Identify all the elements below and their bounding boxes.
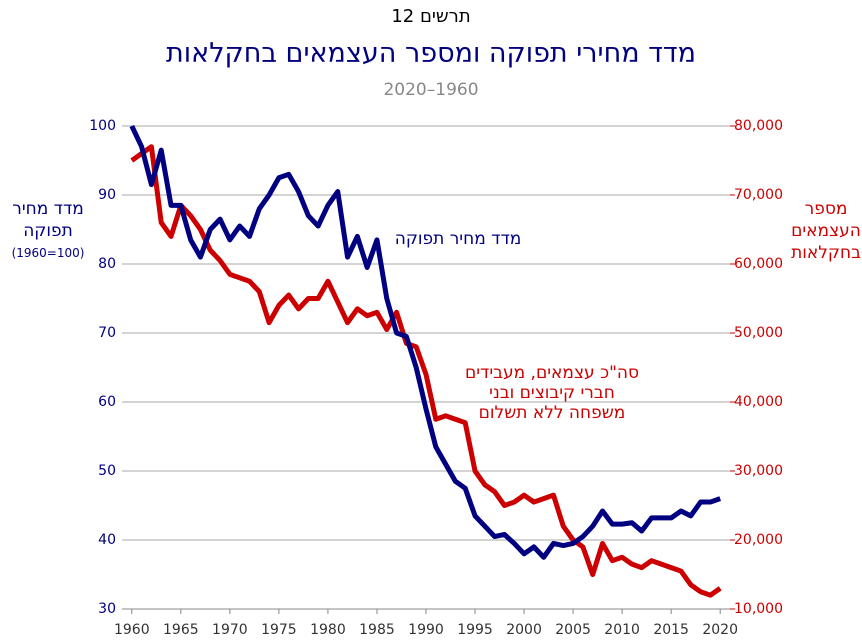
y-axis-label: מדד מחיר תפוקה (1960=100) bbox=[12, 198, 85, 264]
y2-tick-label: 80,000 bbox=[734, 118, 783, 134]
y2-axis-label-line: העצמאים bbox=[791, 221, 861, 241]
x-tick-label: 2000 bbox=[506, 622, 542, 638]
x-tick-label: 1965 bbox=[163, 622, 199, 638]
x-tick-label: 1975 bbox=[261, 622, 297, 638]
y-tick-label: 70 bbox=[98, 325, 116, 341]
y2-axis-label-line: מספר bbox=[804, 199, 848, 219]
x-tick-label: 1970 bbox=[212, 622, 248, 638]
y-tick-label: 90 bbox=[98, 187, 116, 203]
y-tick-label: 60 bbox=[98, 394, 116, 410]
y-axis-label-line: (1960=100) bbox=[11, 246, 85, 260]
x-tick-label: 2020 bbox=[702, 622, 738, 638]
x-tick-label: 1980 bbox=[310, 622, 346, 638]
y2-axis-label-line: בחקלאות bbox=[791, 243, 861, 263]
x-tick-label: 2015 bbox=[653, 622, 689, 638]
y-tick-label: 80 bbox=[98, 256, 116, 272]
chart-subtitle: 1960–2020 bbox=[383, 80, 479, 100]
x-tick-label: 2010 bbox=[604, 622, 640, 638]
y-axis-label-line: תפוקה bbox=[23, 221, 73, 241]
y-tick-label: 40 bbox=[98, 532, 116, 548]
y2-tick-label: 40,000 bbox=[734, 394, 783, 410]
series-label-line: חברי קיבוצים ובני bbox=[489, 383, 615, 403]
chart-title: מדד מחירי תפוקה ומספר העצמאים בחקלאות bbox=[166, 38, 696, 69]
y2-axis-label: מספר העצמאים בחקלאות bbox=[791, 198, 861, 264]
series-line bbox=[130, 144, 722, 598]
y2-tick-label: 60,000 bbox=[734, 256, 783, 272]
y-tick-label: 50 bbox=[98, 463, 116, 479]
x-tick-label: 1995 bbox=[457, 622, 493, 638]
chart-label: תרשים 12 bbox=[391, 6, 471, 27]
y2-tick-label: 30,000 bbox=[734, 463, 783, 479]
y-axis-label-line: מדד מחיר bbox=[12, 199, 84, 219]
y2-tick-label: 70,000 bbox=[734, 187, 783, 203]
series-label: סה"כ עצמאים, מעבידים חברי קיבוצים ובני מ… bbox=[465, 363, 639, 423]
series-label-line: משפחה ללא תשלום bbox=[478, 403, 626, 423]
x-tick-label: 1960 bbox=[114, 622, 150, 638]
series-label: מדד מחיר תפוקה bbox=[394, 229, 522, 249]
y-tick-label: 30 bbox=[98, 601, 116, 617]
x-tick-label: 1985 bbox=[359, 622, 395, 638]
y2-tick-label: 20,000 bbox=[734, 532, 783, 548]
x-tick-label: 1990 bbox=[408, 622, 444, 638]
series-line bbox=[129, 124, 722, 560]
x-tick-label: 2005 bbox=[555, 622, 591, 638]
series-label-line: סה"כ עצמאים, מעבידים bbox=[464, 363, 640, 383]
y2-tick-label: 50,000 bbox=[734, 325, 783, 341]
y-tick-label: 100 bbox=[89, 118, 116, 134]
y2-tick-label: 10,000 bbox=[734, 601, 783, 617]
